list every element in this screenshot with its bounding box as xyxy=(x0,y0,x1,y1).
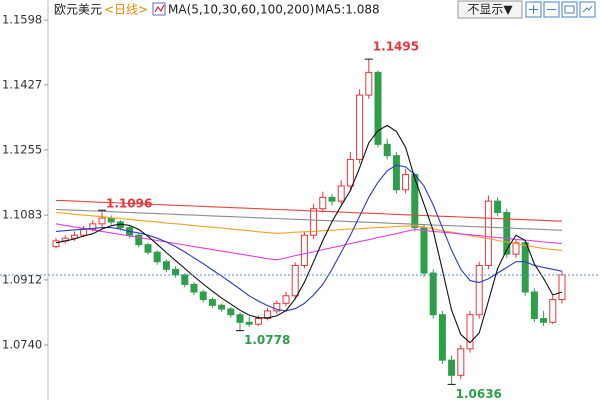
candle-body xyxy=(107,217,115,223)
ma-line xyxy=(55,124,563,344)
local-high-annotation: 1.1096 xyxy=(106,197,152,211)
candle-body xyxy=(199,291,207,301)
candle-body xyxy=(521,242,529,293)
candle-body xyxy=(273,302,281,312)
candle-body xyxy=(402,174,410,191)
ma-line xyxy=(55,164,563,312)
candle-body xyxy=(540,318,548,323)
candle-body xyxy=(52,240,60,248)
tool-fit[interactable] xyxy=(561,1,578,18)
local-low-annotation: 1.0778 xyxy=(244,333,290,347)
y-tick-label: 1.1255 xyxy=(2,143,42,157)
ma-label: MA(5,10,30,60,100,200) xyxy=(168,3,314,17)
candle-body xyxy=(429,272,437,316)
candle-body xyxy=(558,274,566,301)
candle-body xyxy=(503,211,511,255)
ma5-label: MA5:1.088 xyxy=(315,3,380,17)
candle-body xyxy=(438,314,446,361)
candle-body xyxy=(392,155,400,191)
candle-body xyxy=(245,321,253,325)
candle-body xyxy=(530,291,538,320)
y-tick-label: 1.1598 xyxy=(2,13,42,27)
y-tick-label: 1.0740 xyxy=(2,338,42,352)
candle-body xyxy=(80,229,88,236)
candle-body xyxy=(208,299,216,306)
toolbar xyxy=(525,1,596,18)
candle-body xyxy=(282,295,290,304)
candle-body xyxy=(218,304,226,310)
toggle-button-label: 不显示▼ xyxy=(467,3,513,17)
candle-body xyxy=(135,234,143,246)
candle-body xyxy=(98,217,106,225)
candle-body xyxy=(484,200,492,266)
y-tick-label: 1.1083 xyxy=(2,208,42,222)
candle-body xyxy=(162,261,170,270)
high-annotation: 1.1495 xyxy=(373,40,419,54)
ma-icon-glyph xyxy=(154,4,165,13)
low-annotation: 1.0636 xyxy=(456,387,502,400)
candle-body xyxy=(512,242,520,255)
candle-body xyxy=(466,314,474,350)
toggle-button[interactable] xyxy=(457,0,523,19)
candle-body xyxy=(337,185,345,202)
y-tick-label: 1.0912 xyxy=(2,272,42,286)
ma-line xyxy=(55,199,563,222)
candle-body xyxy=(319,196,327,210)
candle-body xyxy=(172,268,180,276)
ma-line xyxy=(55,208,563,231)
candle-body xyxy=(549,299,557,323)
candle-body xyxy=(328,196,336,202)
candle-body xyxy=(254,318,262,325)
candle-body xyxy=(70,234,78,239)
candle-body xyxy=(365,71,373,96)
candle-body xyxy=(420,227,428,274)
candle-body xyxy=(300,234,308,266)
tool-glyphs xyxy=(529,5,593,14)
candle-body xyxy=(310,208,318,236)
candle-body xyxy=(227,308,235,316)
candle-body xyxy=(181,274,189,285)
ma-line xyxy=(55,211,563,251)
candle-body xyxy=(411,174,419,229)
candle-body xyxy=(144,244,152,253)
tool-reset[interactable] xyxy=(579,1,596,18)
instrument-title: 欧元美元 xyxy=(54,3,102,17)
ma-line xyxy=(55,223,563,261)
candle-body xyxy=(291,264,299,297)
y-tick-label: 1.1427 xyxy=(2,77,42,91)
candle-body xyxy=(236,314,244,323)
candle-body xyxy=(346,158,354,187)
candle-body xyxy=(190,283,198,293)
candle-body xyxy=(494,200,502,213)
candle-body xyxy=(383,143,391,157)
candle-body xyxy=(475,264,483,316)
candle-body xyxy=(356,94,364,160)
candle-body xyxy=(457,348,465,376)
candle-body xyxy=(264,310,272,320)
candle-body xyxy=(153,251,161,263)
period-label: <日线> xyxy=(104,3,148,17)
candle-body xyxy=(374,71,382,145)
candle-body xyxy=(448,359,456,376)
